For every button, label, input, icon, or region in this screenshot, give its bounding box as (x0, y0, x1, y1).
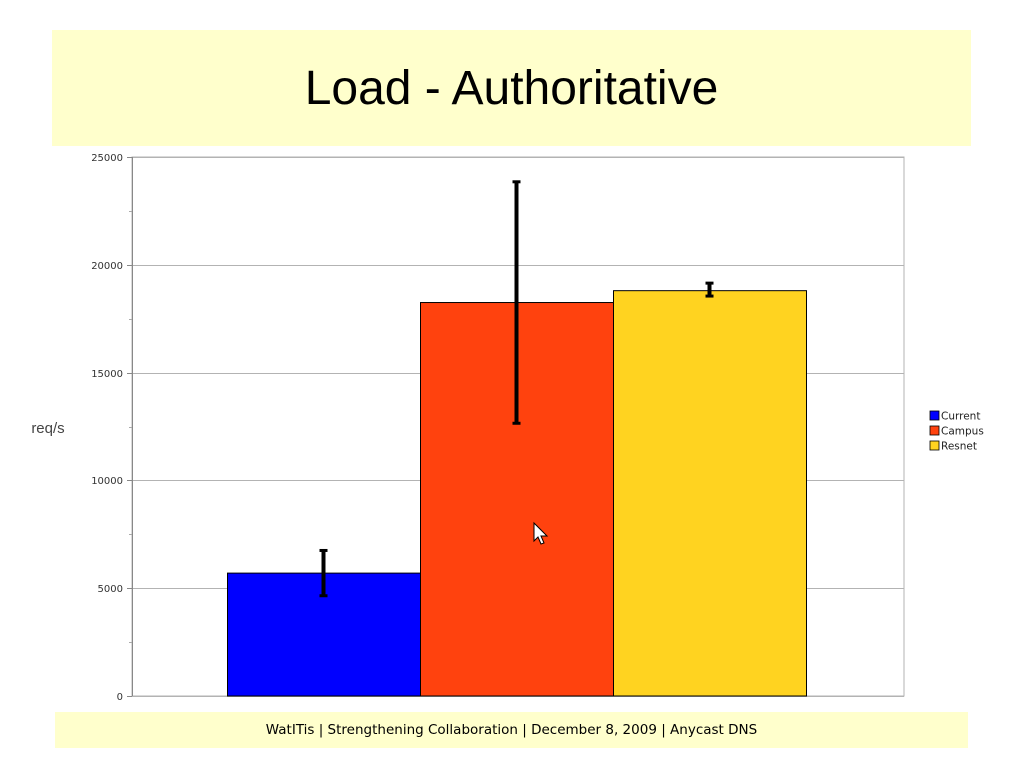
legend-label: Campus (941, 426, 984, 438)
y-axis: 0 5000 10000 15000 20000 25000 (91, 153, 133, 703)
y-axis-label: req/s (31, 420, 64, 437)
tick-label: 10000 (91, 476, 123, 487)
tick-label: 5000 (98, 584, 123, 595)
legend-swatch (929, 410, 940, 421)
slide-title: Load - Authoritative (304, 61, 719, 115)
legend-label: Resnet (941, 441, 977, 453)
tick-label: 0 (117, 692, 123, 703)
tick-label: 15000 (91, 369, 123, 380)
footer-text: WatITis | Strengthening Collaboration | … (265, 722, 758, 738)
tick-label: 20000 (91, 261, 123, 272)
title-band: Load - Authoritative (52, 30, 971, 146)
legend-swatch (929, 440, 940, 451)
bar-resnet (613, 290, 807, 697)
error-bars (319, 180, 714, 598)
mouse-cursor-icon (533, 521, 549, 545)
tick-label: 25000 (91, 153, 123, 164)
legend: Current Campus Resnet (929, 410, 984, 453)
legend-label: Current (941, 411, 980, 423)
legend-swatch (929, 425, 940, 436)
footer-band: WatITis | Strengthening Collaboration | … (55, 712, 968, 748)
